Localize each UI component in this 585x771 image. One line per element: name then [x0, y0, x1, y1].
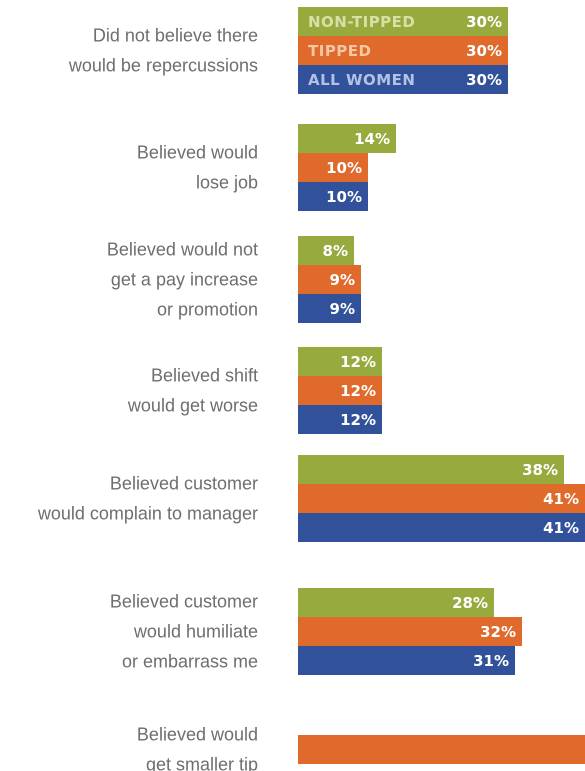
bar: [298, 236, 354, 265]
bar: [298, 7, 508, 36]
category-label: Believed would: [137, 143, 258, 163]
bar: [298, 182, 368, 211]
category-label: or embarrass me: [122, 652, 258, 672]
bar: [298, 588, 494, 617]
bar: [298, 65, 508, 94]
bar: [298, 617, 522, 646]
category-label: Believed would not: [107, 240, 258, 260]
bar: [298, 376, 382, 405]
value-label: 12%: [340, 411, 376, 429]
category-label: would be repercussions: [68, 56, 258, 76]
value-label: 9%: [330, 300, 355, 318]
legend-label: ALL WOMEN: [308, 71, 415, 89]
value-label: 9%: [330, 271, 355, 289]
category-label: lose job: [196, 173, 258, 193]
category-label: Believed would: [137, 725, 258, 745]
category-label: or promotion: [157, 300, 258, 320]
bar: [298, 735, 585, 764]
bar: [298, 124, 396, 153]
value-label: 32%: [480, 623, 516, 641]
category-label: would humiliate: [133, 622, 258, 642]
value-label: 38%: [522, 461, 558, 479]
category-label: Believed customer: [110, 592, 258, 612]
value-label: 12%: [340, 353, 376, 371]
value-label: 28%: [452, 594, 488, 612]
value-label: 10%: [326, 188, 362, 206]
value-label: 31%: [473, 652, 509, 670]
category-label: Believed shift: [151, 366, 258, 386]
value-label: 10%: [326, 159, 362, 177]
bar: [298, 153, 368, 182]
value-label: 41%: [543, 490, 579, 508]
value-label: 14%: [354, 130, 390, 148]
bar: [298, 405, 382, 434]
bar: [298, 294, 361, 323]
bar: [298, 347, 382, 376]
value-label: 30%: [466, 71, 502, 89]
legend-label: NON-TIPPED: [308, 13, 415, 31]
category-label: get smaller tip: [146, 755, 258, 771]
bar: [298, 455, 564, 484]
value-label: 41%: [543, 519, 579, 537]
category-label: Believed customer: [110, 474, 258, 494]
legend-label: TIPPED: [308, 42, 372, 60]
bar: [298, 513, 585, 542]
bar: [298, 36, 508, 65]
category-label: Did not believe there: [93, 26, 258, 46]
category-label: would get worse: [127, 396, 258, 416]
value-label: 30%: [466, 42, 502, 60]
bar: [298, 265, 361, 294]
category-label: get a pay increase: [111, 270, 258, 290]
value-label: 30%: [466, 13, 502, 31]
category-label: would complain to manager: [37, 504, 258, 524]
bar: [298, 484, 585, 513]
bar: [298, 646, 515, 675]
value-label: 12%: [340, 382, 376, 400]
value-label: 8%: [323, 242, 348, 260]
